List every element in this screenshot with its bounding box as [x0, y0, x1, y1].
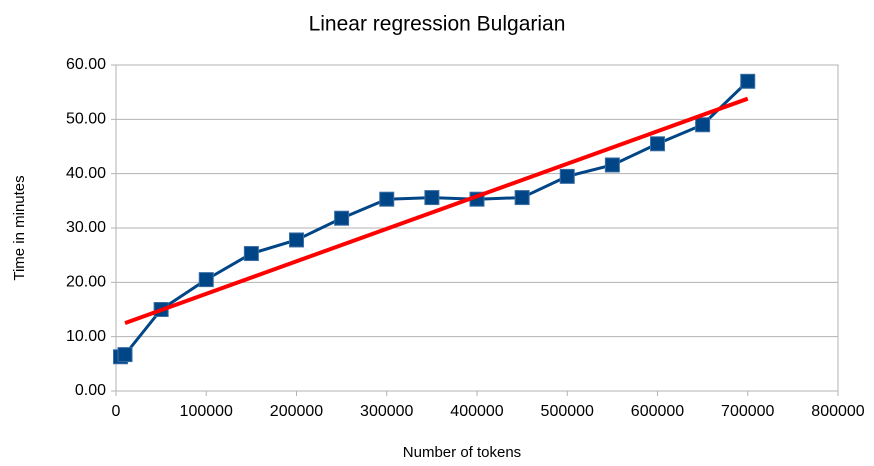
y-tick-label: 60.00 — [66, 56, 106, 73]
data-point — [740, 73, 756, 89]
y-tick-label: 10.00 — [66, 328, 106, 345]
x-tick-label: 800000 — [811, 403, 864, 420]
data-point — [514, 190, 530, 206]
x-tick-label: 400000 — [450, 403, 503, 420]
data-point — [379, 191, 395, 207]
data-point — [198, 272, 214, 288]
chart-title: Linear regression Bulgarian — [309, 13, 566, 36]
y-axis-title: Time in minutes — [11, 175, 28, 280]
series-line — [124, 96, 749, 325]
data-point — [604, 157, 620, 173]
data-point — [243, 246, 259, 262]
data-point — [650, 136, 665, 152]
x-tick-label: 200000 — [270, 403, 323, 420]
data-point — [289, 232, 304, 248]
y-tick-label: 20.00 — [66, 274, 106, 291]
x-tick-label: 0 — [112, 403, 121, 420]
x-tick-label: 300000 — [360, 403, 413, 420]
series-line — [119, 80, 749, 359]
y-tick-label: 30.00 — [66, 219, 106, 236]
data-point — [424, 190, 440, 206]
data-point — [117, 347, 133, 363]
x-tick-label: 700000 — [721, 403, 774, 420]
data-point — [559, 168, 575, 184]
x-axis-title: Number of tokens — [403, 444, 521, 461]
plot-border — [115, 64, 839, 392]
y-tick-label: 50.00 — [66, 111, 106, 128]
data-point — [695, 117, 711, 133]
x-tick-label: 100000 — [180, 403, 233, 420]
x-tick-label: 600000 — [631, 403, 684, 420]
data-point — [334, 210, 350, 226]
y-tick-label: 0.00 — [75, 382, 106, 399]
x-tick-label: 500000 — [541, 403, 594, 420]
y-tick-label: 40.00 — [66, 165, 106, 182]
